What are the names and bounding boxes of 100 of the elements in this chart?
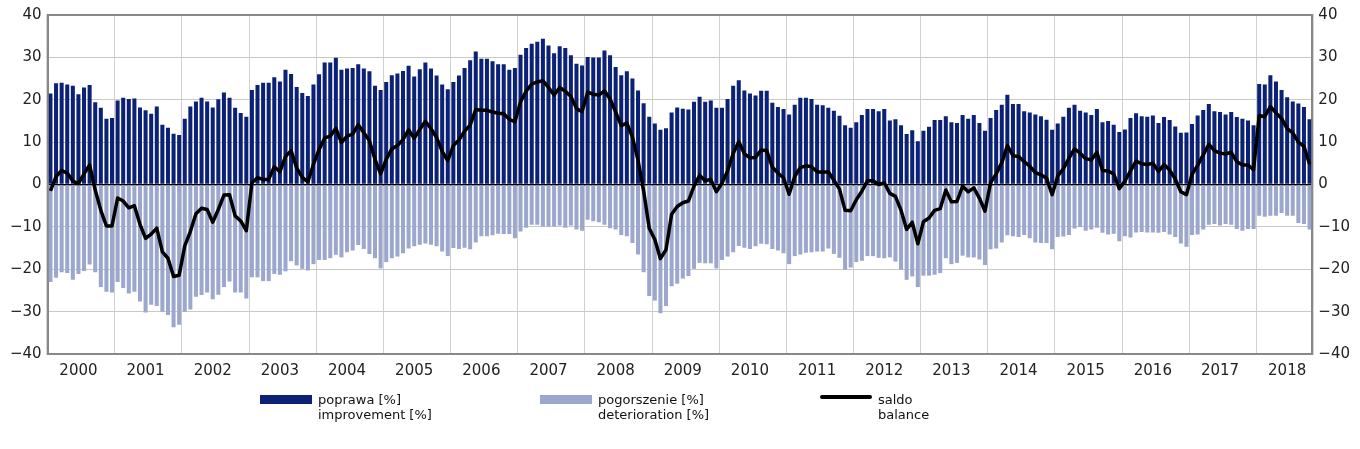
bar <box>1245 185 1251 229</box>
y2-tick-label: 10 <box>1318 132 1338 151</box>
bar <box>580 185 585 231</box>
bar <box>456 185 461 249</box>
bar <box>428 68 433 184</box>
bar <box>1245 120 1251 184</box>
y2-tick-label: 30 <box>1318 47 1338 66</box>
bar <box>871 185 876 257</box>
x-tick-label: 2016 <box>1133 360 1172 379</box>
bar <box>608 55 613 184</box>
x-tick-label: 2006 <box>462 360 501 379</box>
bar <box>954 123 960 184</box>
bar <box>691 101 696 184</box>
x-tick-label: 2013 <box>932 360 971 379</box>
bar <box>109 117 115 184</box>
bar <box>512 67 517 184</box>
y-tick-label: 20 <box>22 89 42 108</box>
bar <box>221 92 226 184</box>
y2-tick-label: −40 <box>1318 343 1350 362</box>
bar <box>1273 185 1278 216</box>
legend-label: poprawa [%] improvement [%] <box>318 392 432 422</box>
x-tick-label: 2008 <box>596 360 635 379</box>
bar <box>289 185 294 262</box>
bar <box>428 185 433 245</box>
bar <box>1190 185 1195 235</box>
x-tick-label: 2014 <box>999 360 1038 379</box>
bar <box>1273 81 1278 184</box>
bar <box>373 185 378 259</box>
bar <box>1066 185 1071 235</box>
bar <box>719 185 724 260</box>
y-tick-label: −40 <box>10 343 42 362</box>
y-tick-label: 30 <box>22 47 42 66</box>
bar <box>1162 117 1167 184</box>
bar <box>400 185 406 254</box>
bar <box>636 185 641 255</box>
bar <box>82 87 87 184</box>
bar <box>484 58 489 184</box>
bar <box>1218 185 1223 226</box>
y2-tick-label: 40 <box>1318 4 1338 23</box>
bar <box>775 185 780 251</box>
bar <box>221 185 226 288</box>
bar <box>719 107 724 184</box>
bar <box>927 185 932 276</box>
bar <box>345 68 350 184</box>
bar <box>512 185 517 239</box>
y-tick-label: 40 <box>22 4 42 23</box>
bar <box>1134 185 1139 233</box>
bar <box>775 106 780 184</box>
bar <box>747 93 752 184</box>
y2-tick-label: −30 <box>1318 301 1350 320</box>
x-tick-label: 2007 <box>529 360 568 379</box>
bar <box>580 65 585 184</box>
y2-tick-label: −10 <box>1318 216 1350 235</box>
bar <box>165 185 170 316</box>
bar <box>54 185 59 278</box>
bar <box>954 185 960 263</box>
legend-label: saldo balance <box>878 392 930 422</box>
x-tick-label: 2015 <box>1066 360 1105 379</box>
x-tick-label: 2003 <box>260 360 299 379</box>
y-tick-label: −20 <box>10 259 42 278</box>
bar <box>608 185 613 229</box>
bar <box>317 74 322 184</box>
bar <box>54 83 59 184</box>
bar <box>1010 185 1015 237</box>
bar <box>317 185 322 260</box>
legend-label: pogorszenie [%] deterioration [%] <box>598 392 710 422</box>
x-tick-label: 2004 <box>327 360 367 379</box>
bar <box>1010 103 1015 184</box>
bar <box>193 185 198 297</box>
bar <box>899 125 904 184</box>
bar <box>747 185 752 249</box>
bar <box>137 107 142 184</box>
bar <box>1038 185 1043 243</box>
bar <box>871 109 876 184</box>
bar <box>927 126 932 184</box>
x-tick-label: 2000 <box>59 360 98 379</box>
bar <box>82 185 87 271</box>
bar <box>664 128 669 184</box>
bar <box>165 127 170 184</box>
x-tick-label: 2018 <box>1268 360 1307 379</box>
bar <box>1134 113 1139 184</box>
y-tick-label: 0 <box>32 174 42 193</box>
bar <box>193 101 198 184</box>
bar <box>1218 112 1223 184</box>
x-tick-label: 2001 <box>126 360 165 379</box>
x-tick-label: 2002 <box>193 360 232 379</box>
bar <box>691 185 696 269</box>
bar <box>400 70 406 184</box>
x-tick-label: 2010 <box>730 360 770 379</box>
y2-tick-label: −20 <box>1318 259 1350 278</box>
y-tick-label: −10 <box>10 216 42 235</box>
bar <box>484 185 489 237</box>
bar <box>456 75 461 184</box>
bar <box>137 185 142 302</box>
bar <box>1301 185 1306 224</box>
x-tick-label: 2017 <box>1200 360 1240 379</box>
y2-tick-label: 0 <box>1318 174 1328 193</box>
bar <box>1038 116 1043 184</box>
bar <box>345 185 350 253</box>
x-tick-label: 2012 <box>865 360 904 379</box>
